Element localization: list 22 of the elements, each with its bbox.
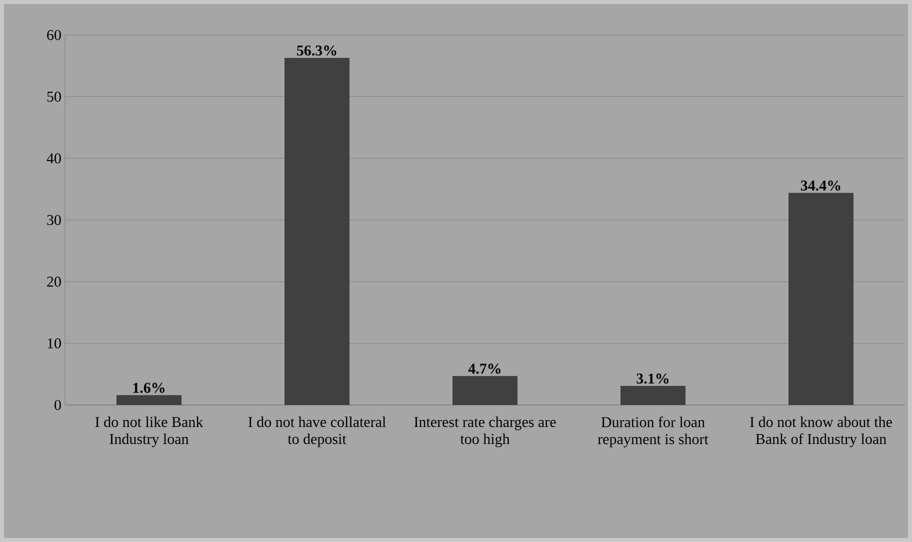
x-tick-label: I do not have collateral to deposit xyxy=(248,416,386,448)
y-tick-label: 20 xyxy=(47,276,61,287)
y-tick-label: 10 xyxy=(48,338,61,348)
bar xyxy=(788,192,854,405)
bar xyxy=(620,386,686,405)
y-tick-label: 60 xyxy=(47,30,61,40)
x-tick-label: I do not like Bank Industry loan xyxy=(95,416,204,448)
x-tick-label: Interest rate charges are too high xyxy=(414,416,556,448)
x-tick-label: Duration for loan repayment is short xyxy=(598,416,708,448)
y-tick-label: 50 xyxy=(47,92,61,102)
data-label: 4.7% xyxy=(468,364,500,374)
data-label: 1.6% xyxy=(133,382,164,393)
bar xyxy=(284,58,350,405)
bar xyxy=(116,395,182,405)
x-tick-label: I do not know about the Bank of Industry loan xyxy=(750,416,892,448)
data-label: 34.4% xyxy=(800,180,840,191)
y-tick-label: 30 xyxy=(47,214,61,226)
data-label: 56.3% xyxy=(296,45,336,56)
bar xyxy=(452,376,518,405)
y-tick-label: 0 xyxy=(54,400,61,410)
data-label: 3.1% xyxy=(636,374,668,384)
y-tick-label: 40 xyxy=(46,153,61,164)
